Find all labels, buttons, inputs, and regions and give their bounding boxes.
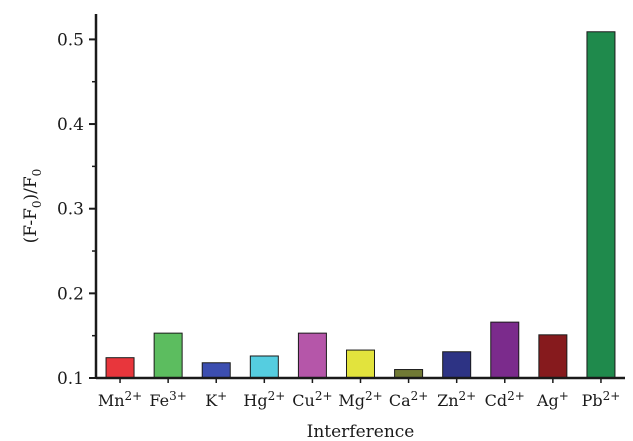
x-tick-label-base: Ag xyxy=(536,391,559,410)
y-axis: 0.1 0.2 0.3 0.4 0.5 xyxy=(57,14,98,389)
bar-mn xyxy=(105,357,135,379)
bar-mg xyxy=(346,349,375,379)
y-title-part: 0 xyxy=(30,200,44,208)
y-axis-title: (F-F0)/F0 xyxy=(21,169,44,244)
x-axis-title: Interference xyxy=(307,422,415,441)
x-tick-label-charge: 2+ xyxy=(125,389,143,403)
y-title-part: 0 xyxy=(30,169,44,177)
bars xyxy=(105,31,616,379)
bar-pb xyxy=(586,31,616,379)
y-tick-label: 0.5 xyxy=(57,30,84,50)
y-tick-label: 0.1 xyxy=(57,369,84,389)
x-tick-label-charge: + xyxy=(217,389,227,403)
y-tick-label: 0.3 xyxy=(57,200,84,220)
x-tick-label: Fe3+ xyxy=(149,389,186,410)
x-tick-label-base: Cu xyxy=(292,391,315,410)
x-tick-label-charge: 2+ xyxy=(603,389,621,403)
x-tick-label: Mn2+ xyxy=(98,389,142,410)
bar-ca xyxy=(394,369,424,379)
x-tick-label: K+ xyxy=(205,389,227,410)
x-tick-label: Ca2+ xyxy=(389,389,428,410)
x-tick-label: Pb2+ xyxy=(582,389,621,410)
x-tick-label-charge: 2+ xyxy=(411,389,429,403)
x-tick-label-charge: 2+ xyxy=(315,389,333,403)
x-tick-label-base: Pb xyxy=(582,391,603,410)
bar-k xyxy=(201,362,231,379)
y-tick-label: 0.2 xyxy=(57,284,84,304)
x-tick-label-charge: 2+ xyxy=(268,389,286,403)
x-tick-label-base: Mg xyxy=(338,391,365,410)
x-tick-label: Cu2+ xyxy=(292,389,332,410)
bar-ag xyxy=(538,334,568,379)
x-tick-label: Hg2+ xyxy=(243,389,285,410)
x-tick-label-base: Zn xyxy=(437,391,458,410)
bar-cu xyxy=(297,332,327,379)
x-tick-label-base: Hg xyxy=(243,391,267,410)
x-tick-label-charge: 2+ xyxy=(459,389,477,403)
y-tick-label: 0.4 xyxy=(57,115,84,135)
x-axis: Mn2+ Fe3+ K+ Hg2+ Cu2+ Mg2+ Ca2+ Zn2+ Cd2+ Ag+ Pb2… xyxy=(96,376,625,410)
x-tick-label-charge: 2+ xyxy=(365,389,383,403)
x-tick-label-charge: 2+ xyxy=(507,389,525,403)
x-tick-label-base: Fe xyxy=(149,391,169,410)
x-tick-label: Mg2+ xyxy=(338,389,382,410)
x-tick-label-base: Ca xyxy=(389,391,411,410)
x-tick-label-charge: + xyxy=(559,389,569,403)
x-tick-label: Ag+ xyxy=(536,389,569,410)
y-title-part: )/F xyxy=(21,176,41,200)
bar-hg xyxy=(249,355,279,379)
x-tick-label-charge: 3+ xyxy=(169,389,187,403)
bar-fe xyxy=(153,332,183,379)
x-tick-label-base: Mn xyxy=(98,391,125,410)
x-tick-label-base: K xyxy=(205,391,218,410)
y-title-part: (F-F xyxy=(21,208,41,243)
x-tick-label-base: Cd xyxy=(485,391,507,410)
x-tick-label: Cd2+ xyxy=(485,389,525,410)
bar-cd xyxy=(490,321,520,379)
bar-zn xyxy=(442,351,472,379)
x-tick-label: Zn2+ xyxy=(437,389,476,410)
